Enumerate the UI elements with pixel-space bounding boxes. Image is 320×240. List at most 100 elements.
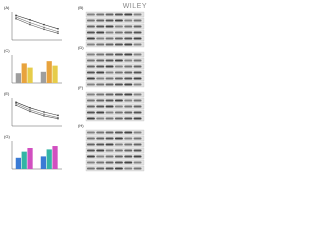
- blot-band: [96, 19, 105, 22]
- line: [15, 103, 59, 118]
- point: [57, 32, 59, 35]
- blot-band: [87, 149, 95, 152]
- blot-band: [133, 31, 142, 34]
- blot-band: [87, 131, 95, 134]
- blot-band: [115, 155, 123, 158]
- line: [15, 15, 59, 30]
- blot-band: [96, 83, 105, 86]
- blot-band: [124, 19, 133, 22]
- blot-band: [96, 37, 105, 40]
- blot-band: [124, 167, 133, 170]
- figure: WILEY (A) (B) (C) (D) (E) (F) (G) (H): [4, 3, 147, 172]
- blot-band: [87, 83, 95, 86]
- blot-band: [115, 117, 123, 120]
- blot-band: [105, 83, 114, 86]
- point: [15, 101, 17, 103]
- blot-band: [105, 65, 114, 68]
- blot-band: [124, 13, 133, 16]
- point: [43, 115, 45, 117]
- point: [29, 19, 31, 21]
- blot-band: [87, 77, 95, 80]
- blot-band: [87, 19, 95, 22]
- blot-band: [96, 167, 105, 170]
- blot-band: [115, 99, 123, 102]
- blot-band: [105, 77, 114, 80]
- panel-label: (B): [78, 5, 84, 10]
- blot-band: [133, 105, 142, 108]
- point: [29, 108, 31, 111]
- publisher: WILEY: [123, 3, 147, 10]
- blot-band: [133, 37, 142, 40]
- blot-band: [124, 93, 133, 96]
- point: [43, 111, 45, 113]
- blot-band: [96, 155, 105, 158]
- blot-band: [133, 25, 142, 28]
- blot-band: [96, 137, 105, 140]
- bar: [27, 67, 33, 83]
- blot-band: [115, 111, 123, 114]
- point: [29, 107, 31, 109]
- blot-band: [133, 155, 142, 158]
- blot-band: [96, 53, 105, 56]
- blot-band: [87, 59, 95, 62]
- blot-band: [87, 161, 95, 164]
- blot-band: [124, 137, 133, 140]
- blot-band: [87, 37, 95, 40]
- blot-band: [105, 25, 114, 28]
- point: [43, 23, 45, 26]
- blot-band: [87, 143, 95, 146]
- blot-band: [105, 71, 114, 74]
- point: [57, 114, 59, 117]
- point: [57, 117, 59, 120]
- point: [15, 104, 17, 107]
- blot-band: [115, 37, 123, 40]
- blot-band: [115, 149, 123, 152]
- panel-label: (F): [78, 85, 84, 90]
- blot-band: [115, 93, 123, 96]
- panel-label: (A): [4, 5, 10, 10]
- blot-band: [105, 13, 114, 16]
- blot-band: [124, 143, 133, 146]
- blot-band: [115, 13, 123, 16]
- blot-band: [124, 53, 133, 56]
- blot-band: [105, 105, 114, 108]
- blot-band: [96, 117, 105, 120]
- blot-band: [96, 105, 105, 108]
- blot-band: [124, 83, 133, 86]
- blot-band: [96, 93, 105, 96]
- blot-band: [105, 99, 114, 102]
- blot-band: [133, 43, 142, 46]
- blot-band: [124, 131, 133, 134]
- blot-band: [115, 59, 123, 62]
- blot-band: [96, 99, 105, 102]
- blot-band: [96, 59, 105, 62]
- blot-band: [124, 155, 133, 158]
- blot-band: [115, 65, 123, 68]
- blot-band: [105, 19, 114, 22]
- blot-band: [133, 53, 142, 56]
- blot-band: [115, 71, 123, 74]
- bar: [15, 73, 21, 83]
- point: [43, 26, 45, 29]
- blot-band: [133, 19, 142, 22]
- point: [15, 16, 17, 18]
- line: [15, 105, 59, 120]
- blot-band: [133, 99, 142, 102]
- blot-band: [105, 43, 114, 46]
- blot-band: [115, 167, 123, 170]
- blot-band: [96, 131, 105, 134]
- blot-band: [115, 19, 123, 22]
- blot-band: [115, 105, 123, 108]
- blot-band: [133, 149, 142, 152]
- blot-band: [87, 117, 95, 120]
- blot-band: [105, 31, 114, 34]
- bar: [46, 61, 52, 83]
- blot-band: [124, 65, 133, 68]
- bar: [52, 146, 58, 169]
- blot-band: [87, 25, 95, 28]
- blot-band: [87, 99, 95, 102]
- blot-band: [87, 105, 95, 108]
- blot-band: [124, 149, 133, 152]
- blot-band: [96, 43, 105, 46]
- blot-band: [124, 105, 133, 108]
